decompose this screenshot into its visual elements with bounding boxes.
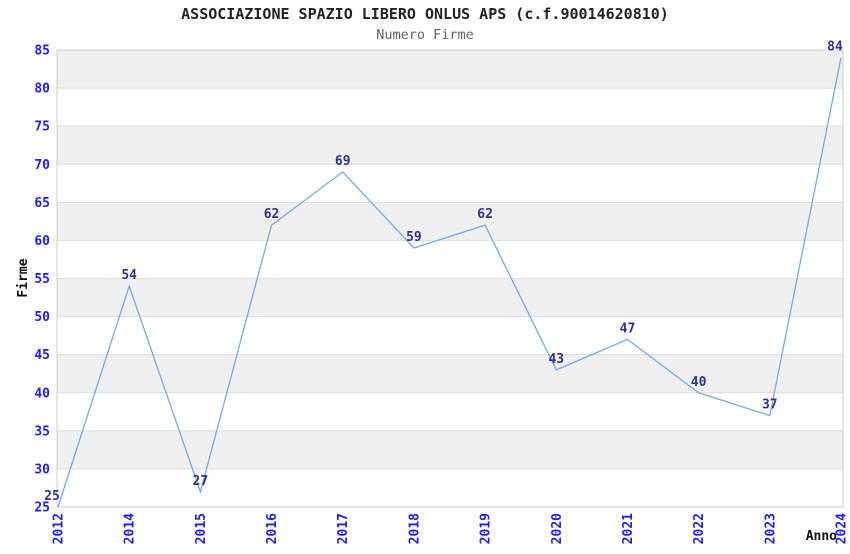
x-tick-label: 2022 [692, 513, 707, 544]
y-tick-label: 80 [34, 82, 50, 97]
data-labels: 25 54 27 62 69 59 62 43 47 40 37 84 [44, 40, 843, 504]
y-tick-label: 85 [34, 44, 50, 59]
x-tick-label: 2015 [194, 513, 209, 544]
x-tick-label: 2018 [407, 513, 422, 544]
x-tick-label: 2014 [123, 513, 138, 544]
y-axis-title: Firme [16, 258, 31, 297]
data-label: 62 [264, 207, 280, 222]
data-label: 47 [620, 321, 636, 336]
x-tick-label: 2019 [479, 513, 494, 544]
data-label: 37 [762, 398, 778, 413]
data-label: 40 [691, 375, 707, 390]
y-tick-label: 70 [34, 158, 50, 173]
data-label: 62 [477, 207, 493, 222]
series-line [57, 57, 842, 508]
y-tick-label: 55 [34, 272, 50, 287]
x-tick-label: 2024 [835, 513, 850, 544]
y-tick-label: 40 [34, 386, 50, 401]
x-tick-label: 2020 [550, 513, 565, 544]
chart-title: ASSOCIAZIONE SPAZIO LIBERO ONLUS APS (c.… [181, 5, 669, 23]
data-label: 27 [193, 474, 209, 489]
x-tick-label: 2021 [621, 513, 636, 544]
x-tick-label: 2017 [336, 513, 351, 544]
chart-subtitle: Numero Firme [376, 27, 474, 43]
data-label: 69 [335, 154, 351, 169]
band [57, 50, 843, 89]
band [57, 278, 843, 317]
y-tick-label: 65 [34, 196, 50, 211]
x-tick-label: 2023 [763, 513, 778, 544]
y-tick-label: 60 [34, 234, 50, 249]
x-tick-label: 2016 [265, 513, 280, 544]
x-axis-tick-labels: 2012 2014 2015 2016 2017 2018 2019 2020 2021 2022… [52, 513, 850, 544]
band [57, 202, 843, 241]
data-label: 43 [548, 352, 564, 367]
x-axis-title: Anno [806, 529, 837, 544]
plot-border [56, 49, 844, 508]
data-label: 84 [827, 40, 843, 55]
y-axis-tick-labels: 25 30 35 40 45 50 55 60 65 70 75 80 85 [34, 44, 50, 516]
data-label: 59 [406, 230, 422, 245]
band [57, 354, 843, 393]
background-bands [57, 50, 843, 469]
y-tick-label: 25 [34, 501, 50, 516]
band [57, 126, 843, 165]
y-tick-label: 30 [34, 462, 50, 477]
y-tick-label: 45 [34, 348, 50, 363]
data-label: 25 [44, 489, 60, 504]
y-tick-label: 75 [34, 120, 50, 135]
x-tick-label: 2012 [52, 513, 67, 544]
y-tick-label: 35 [34, 424, 50, 439]
data-label: 54 [121, 268, 137, 283]
y-tick-label: 50 [34, 310, 50, 325]
band [57, 430, 843, 469]
